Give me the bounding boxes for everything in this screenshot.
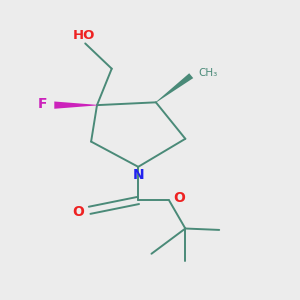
Text: CH₃: CH₃ — [199, 68, 218, 78]
Text: F: F — [38, 97, 47, 111]
Text: O: O — [174, 191, 185, 205]
Text: N: N — [132, 168, 144, 182]
Text: HO: HO — [73, 29, 95, 42]
Text: O: O — [72, 205, 84, 219]
Polygon shape — [156, 73, 193, 103]
Polygon shape — [54, 101, 97, 109]
